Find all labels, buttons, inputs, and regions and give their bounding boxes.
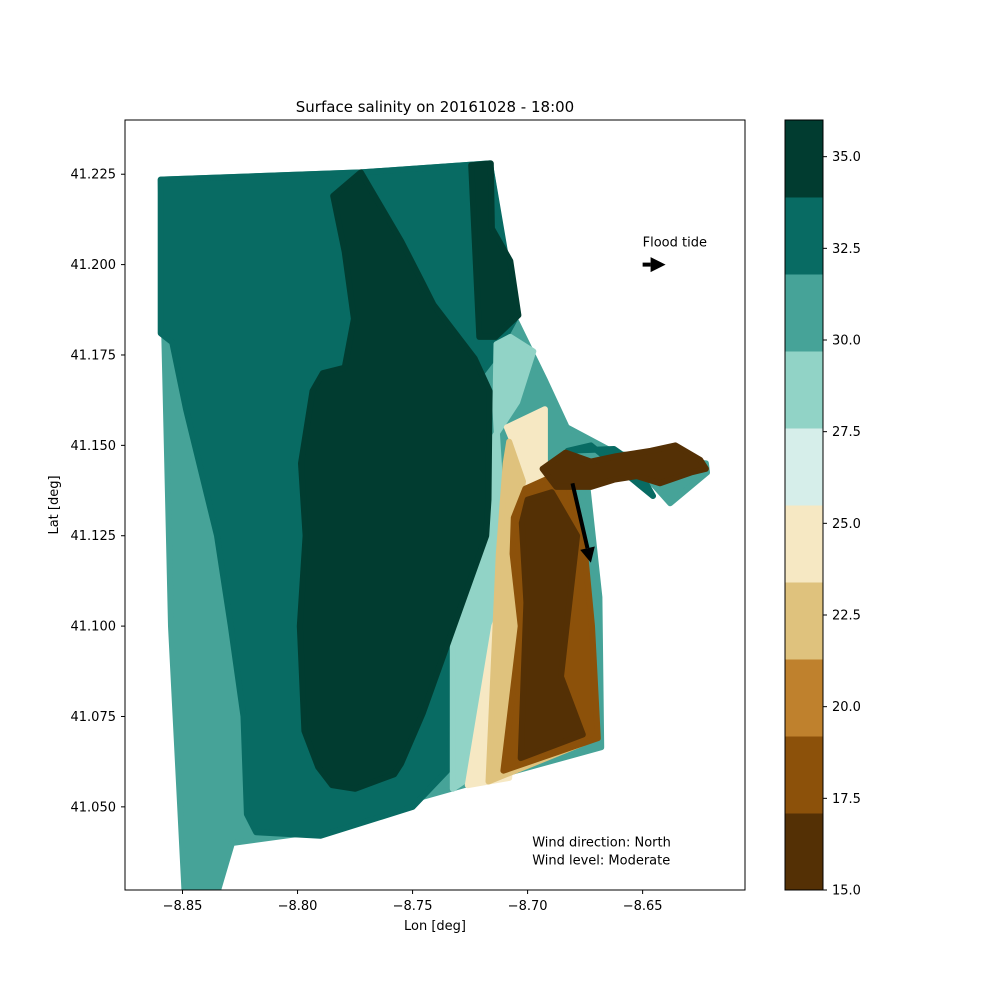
x-tick-label: −8.85 bbox=[163, 899, 203, 914]
y-tick-label: 41.200 bbox=[71, 258, 117, 273]
x-axis-label: Lon [deg] bbox=[404, 919, 466, 934]
y-tick-label: 41.150 bbox=[71, 439, 117, 454]
y-axis: 41.050 41.075 41.100 41.125 41.150 41.175 41.2… bbox=[71, 168, 125, 815]
colorbar-frame bbox=[784, 119, 824, 891]
colorbar-level bbox=[785, 351, 823, 429]
salinity-region bbox=[468, 160, 522, 340]
flood-tide-arrow-head bbox=[650, 257, 666, 273]
colorbar-tick-label: 32.5 bbox=[832, 242, 861, 257]
colorbar-tick-label: 35.0 bbox=[832, 150, 861, 165]
colorbar-tick-label: 27.5 bbox=[832, 425, 861, 440]
wind-arrow-shaft bbox=[570, 482, 590, 549]
x-tick-label: −8.75 bbox=[393, 899, 433, 914]
colorbar: 15.0 17.5 20.0 22.5 25.0 27.5 30.0 32.5 35.0 bbox=[784, 119, 861, 899]
y-tick-label: 41.100 bbox=[71, 620, 117, 635]
x-tick-label: −8.65 bbox=[623, 899, 663, 914]
x-tick-label: −8.70 bbox=[508, 899, 548, 914]
x-tick-label: −8.80 bbox=[278, 899, 318, 914]
colorbar-level bbox=[785, 197, 823, 275]
colorbar-level bbox=[785, 736, 823, 814]
colorbar-level bbox=[785, 813, 823, 891]
colorbar-tick-label: 25.0 bbox=[832, 517, 861, 532]
annotation-text: Wind level: Moderate bbox=[532, 854, 670, 869]
colorbar-tick-label: 20.0 bbox=[832, 700, 861, 715]
arrows bbox=[570, 257, 666, 563]
colorbar-level bbox=[785, 274, 823, 352]
colorbar-tick-label: 22.5 bbox=[832, 609, 861, 624]
colorbar-tick-label: 15.0 bbox=[832, 884, 861, 899]
y-tick-label: 41.050 bbox=[71, 800, 117, 815]
y-tick-label: 41.075 bbox=[71, 710, 117, 725]
colorbar-level bbox=[785, 428, 823, 506]
annotations: Flood tide Wind direction: North Wind leve… bbox=[532, 236, 707, 869]
colorbar-tick-label: 17.5 bbox=[832, 792, 861, 807]
annotation-text: Flood tide bbox=[643, 236, 707, 251]
chart-title: Surface salinity on 20161028 - 18:00 bbox=[296, 98, 574, 116]
y-tick-label: 41.175 bbox=[71, 348, 117, 363]
plot-area bbox=[157, 160, 710, 890]
y-tick-label: 41.125 bbox=[71, 529, 117, 544]
salinity-field bbox=[157, 160, 710, 890]
y-tick-label: 41.225 bbox=[71, 168, 117, 183]
x-axis: −8.85 −8.80 −8.75 −8.70 −8.65 bbox=[163, 890, 663, 914]
colorbar-tick-label: 30.0 bbox=[832, 334, 861, 349]
axes-frame bbox=[124, 119, 746, 891]
salinity-region bbox=[539, 442, 709, 490]
colorbar-level bbox=[785, 505, 823, 583]
colorbar-level bbox=[785, 582, 823, 660]
annotation-text: Wind direction: North bbox=[532, 836, 671, 851]
y-axis-label: Lat [deg] bbox=[47, 475, 62, 534]
salinity-region bbox=[517, 489, 586, 762]
colorbar-level bbox=[785, 120, 823, 198]
wind-arrow-head bbox=[580, 546, 595, 563]
salinity-region bbox=[296, 169, 493, 792]
colorbar-level bbox=[785, 659, 823, 737]
